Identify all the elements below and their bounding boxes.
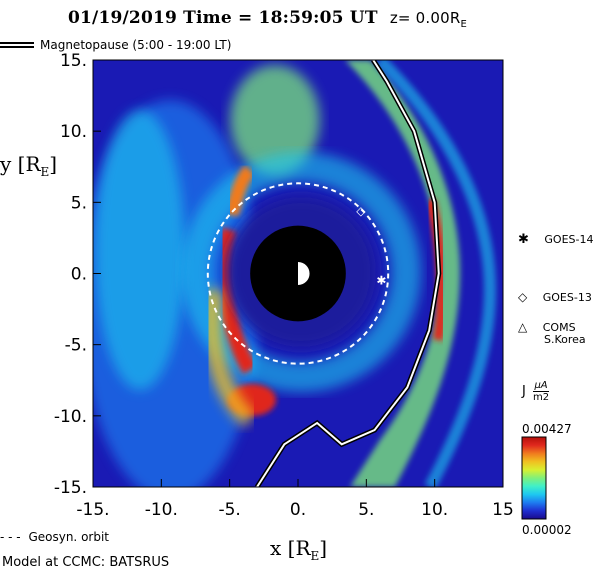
colorbar-title: J μA m2	[522, 380, 550, 403]
earth-night-half	[285, 261, 298, 286]
geosync-legend: - - - Geosyn. orbit	[0, 530, 109, 544]
x-axis-ticks: -15. -10. -5. 0. 5. 10. 15	[76, 479, 514, 520]
x-tick-label: -10.	[145, 500, 178, 520]
colorbar-unit-num: μA	[532, 380, 550, 392]
colorbar-J: J	[522, 384, 526, 399]
model-credit: Model at CCMC: BATSRUS	[2, 555, 170, 570]
goes13-legend-icon: ◇	[518, 290, 528, 304]
ring-current-band	[181, 152, 421, 392]
y-tick-label: 0.	[71, 265, 87, 285]
goes14-legend-label: GOES-14	[544, 233, 594, 246]
y-tick-label: -15.	[54, 478, 87, 498]
y-tick-label: -10.	[54, 407, 87, 427]
colorbar	[521, 436, 547, 520]
north-lobe-current	[230, 65, 320, 175]
colorbar-max-label: 0.00427	[522, 422, 572, 436]
y-tick-label: 15.	[60, 51, 87, 71]
x-tick-label: 15	[492, 500, 514, 520]
southern-current-arc	[203, 288, 256, 428]
title-z-text: z= 0.00R	[389, 9, 461, 27]
magnetopause-legend-label: Magnetopause (5:00 - 19:00 LT)	[40, 38, 232, 52]
colorbar-min-label: 0.00002	[522, 523, 572, 537]
magnetopause-legend-swatch	[0, 42, 34, 48]
coms-legend-icon: △	[518, 320, 528, 334]
magnetosheath-band	[345, 60, 460, 487]
geosync-legend-swatch: - - -	[0, 530, 21, 544]
bow-shock-band	[375, 60, 497, 487]
y-axis-label: y [RE]	[0, 152, 58, 179]
y-tick-label: 10.	[60, 122, 87, 142]
geosync-legend-label: Geosyn. orbit	[28, 530, 109, 544]
title-z-sub: E	[460, 19, 467, 30]
heatmap-field: ✱◇	[93, 60, 503, 487]
goes13-legend-label: GOES-13	[542, 291, 592, 304]
legend-goes14: ✱ GOES-14	[518, 232, 594, 247]
nightside-cyan-region	[95, 110, 185, 390]
magnetopause-legend: Magnetopause (5:00 - 19:00 LT)	[0, 38, 231, 52]
satellite-markers: ✱◇	[356, 204, 386, 288]
title-datetime: 01/19/2019 Time = 18:59:05 UT	[68, 8, 378, 28]
coms-legend-label: COMS	[542, 321, 576, 334]
region1-current-west	[217, 227, 257, 375]
goes14-legend-icon: ✱	[518, 232, 529, 247]
x-tick-label: -15.	[76, 500, 109, 520]
y-tick-label: 5.	[71, 193, 87, 213]
legend-coms: △ COMS	[518, 320, 576, 334]
x-tick-label: -5.	[218, 500, 240, 520]
x-tick-label: 10.	[421, 500, 448, 520]
colorbar-unit: μA m2	[532, 380, 550, 403]
x-tick-label: 0.	[290, 500, 306, 520]
colorbar-unit-den: m2	[532, 392, 550, 403]
earth-icon	[284, 260, 312, 287]
coms-legend-sublabel: S.Korea	[544, 333, 586, 346]
x-axis-label: x [RE]	[270, 536, 328, 563]
y-axis-ticks: 15. 10. 5. 0. -5. -10. -15.	[54, 51, 101, 498]
x-tick-label: 5.	[358, 500, 374, 520]
plot-title: 01/19/2019 Time = 18:59:05 UT z= 0.00RE	[68, 8, 467, 30]
satellite-marker-goes-13: ◇	[356, 204, 366, 218]
satellite-marker-goes-14: ✱	[376, 274, 386, 288]
title-z: z= 0.00RE	[389, 9, 467, 30]
y-tick-label: -5.	[65, 336, 87, 356]
legend-goes13: ◇ GOES-13	[518, 290, 592, 304]
geosync-orbit-circle	[206, 182, 390, 365]
magnetopause-line	[256, 60, 440, 487]
